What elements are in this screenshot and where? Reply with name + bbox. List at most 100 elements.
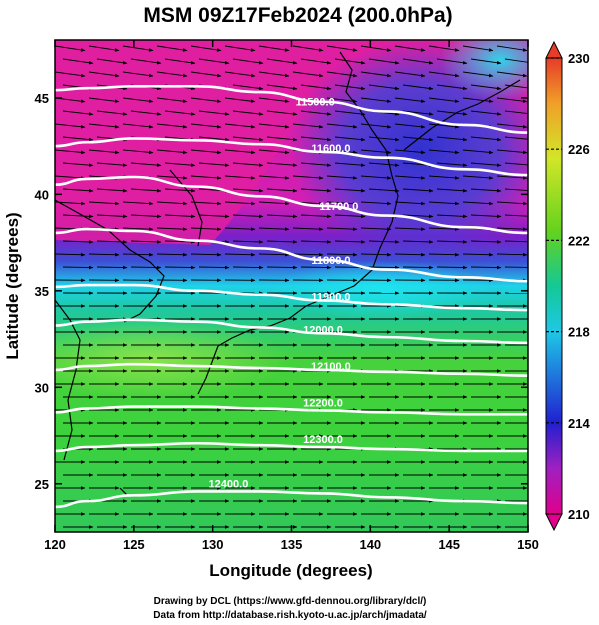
wind-arrow <box>164 240 196 244</box>
colorbar-bottom-extend <box>545 513 563 532</box>
contour-label-12100: 12100.0 <box>311 361 351 373</box>
wind-arrow <box>326 227 358 231</box>
wind-arrow <box>122 97 154 103</box>
wind-arrow <box>334 162 366 167</box>
wind-arrow <box>164 188 196 193</box>
wind-arrow <box>266 214 298 219</box>
wind-arrow <box>334 58 366 65</box>
y-tick-label: 30 <box>35 380 49 395</box>
wind-arrow <box>292 252 324 257</box>
wind-arrow <box>326 201 358 206</box>
wind-arrow <box>232 110 264 116</box>
wind-arrow <box>190 175 222 180</box>
wind-arrow <box>428 71 460 78</box>
wind-arrow <box>326 97 358 103</box>
wind-arrow <box>122 71 154 78</box>
height-contour-11800 <box>55 227 528 283</box>
contour-label-12200: 12200.0 <box>303 398 343 410</box>
wind-arrow <box>462 175 494 180</box>
wind-arrow <box>394 149 426 155</box>
contour-label-11600: 11600.0 <box>311 143 350 155</box>
wind-arrow <box>462 71 494 78</box>
wind-arrow <box>190 201 222 206</box>
wind-arrow <box>496 149 528 155</box>
wind-arrow <box>496 123 528 129</box>
wind-arrow <box>368 162 400 167</box>
wind-arrow <box>156 252 188 257</box>
wind-arrow <box>55 201 86 206</box>
y-axis: 25 30 35 40 45 <box>35 91 528 492</box>
wind-arrow <box>394 71 426 78</box>
height-contour-12300 <box>55 441 528 453</box>
wind-arrow <box>55 252 86 257</box>
wind-arrow <box>326 252 358 257</box>
wind-arrow <box>55 123 86 129</box>
wind-arrow <box>62 188 94 193</box>
wind-arrow <box>470 240 502 244</box>
height-contour-12100 <box>55 362 528 378</box>
y-tick-label: 45 <box>35 91 49 106</box>
wind-arrow <box>368 136 400 142</box>
wind-arrow <box>62 240 94 244</box>
wind-arrow <box>394 45 426 52</box>
height-contour-12200 <box>55 405 528 416</box>
wind-arrow <box>258 227 290 231</box>
wind-arrow <box>394 227 426 231</box>
wind-arrow <box>436 188 468 193</box>
wind-arrow <box>190 71 222 78</box>
wind-arrow <box>504 240 528 243</box>
wind-arrow <box>504 162 528 166</box>
wind-arrow <box>334 188 366 193</box>
wind-arrow <box>122 149 154 155</box>
wind-arrow <box>504 110 528 115</box>
wind-arrow <box>190 227 222 231</box>
wind-arrow <box>326 175 358 180</box>
wind-arrow <box>402 110 434 116</box>
wind-arrow <box>122 123 154 129</box>
wind-arrow <box>62 136 94 142</box>
wind-arrow <box>504 58 528 63</box>
height-contour-11500 <box>55 85 528 134</box>
wind-arrow <box>266 188 298 193</box>
wind-arrow <box>394 175 426 180</box>
wind-arrow <box>360 71 392 78</box>
wind-arrow <box>232 162 264 167</box>
wind-arrow <box>428 45 460 52</box>
wind-arrow <box>62 214 94 219</box>
wind-arrow <box>360 123 392 129</box>
colorbar: 210 214 218 222 226 230 <box>545 40 590 532</box>
wind-arrow <box>224 123 256 129</box>
wind-arrow <box>496 201 528 206</box>
wind-arrow <box>88 97 120 103</box>
wind-arrow <box>130 265 162 270</box>
colorbar-tick-label: 222 <box>568 233 590 248</box>
wind-arrow <box>470 84 502 91</box>
x-axis-label: Longitude (degrees) <box>209 561 372 580</box>
wind-arrow <box>88 45 120 52</box>
height-contour-12000 <box>55 318 528 345</box>
contour-label-11900: 11900.0 <box>311 291 350 303</box>
wind-arrow <box>300 162 332 167</box>
wind-arrow <box>96 265 128 270</box>
wind-arrow <box>496 252 528 257</box>
wind-arrow <box>504 136 528 140</box>
y-tick-label: 25 <box>35 477 49 492</box>
cold-blue-region <box>290 40 528 260</box>
wind-arrow <box>198 214 230 219</box>
x-tick-label: 120 <box>44 537 66 552</box>
wind-arrow <box>436 110 468 116</box>
wind-arrow <box>436 58 468 65</box>
wind-arrow <box>232 58 264 65</box>
wind-arrow <box>224 201 256 206</box>
wind-arrow <box>368 240 400 244</box>
wind-arrow <box>436 84 468 91</box>
wind-arrow <box>258 45 290 52</box>
height-contour-11600 <box>55 137 528 177</box>
wind-arrow <box>232 136 264 142</box>
wind-arrow <box>164 110 196 116</box>
wind-arrow <box>96 240 128 244</box>
wind-arrow <box>96 58 128 65</box>
wind-arrow <box>156 97 188 103</box>
wind-arrow <box>470 188 502 193</box>
x-tick-label: 125 <box>123 537 145 552</box>
